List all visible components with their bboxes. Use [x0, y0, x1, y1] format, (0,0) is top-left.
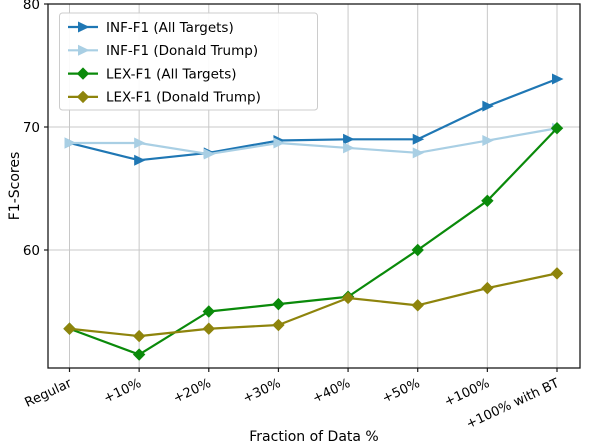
- legend-marker-diamond: [76, 90, 90, 104]
- x-tick-label: +40%: [310, 376, 352, 406]
- legend-box: [59, 12, 318, 111]
- data-point-marker: [63, 322, 76, 335]
- data-series-layer: [63, 73, 564, 361]
- data-point-marker: [550, 122, 564, 135]
- data-point-marker: [132, 329, 146, 343]
- legend-label: LEX-F1 (All Targets): [106, 66, 237, 82]
- data-point-marker: [411, 299, 424, 312]
- data-point-marker: [481, 194, 494, 207]
- data-point-marker: [202, 322, 215, 335]
- x-tick-label: +30%: [241, 376, 283, 406]
- data-point-marker: [550, 267, 564, 280]
- data-point-marker: [272, 297, 285, 311]
- y-tick-label: 70: [23, 120, 40, 136]
- legend-label: LEX-F1 (Donald Trump): [106, 90, 261, 106]
- data-point-marker: [132, 348, 146, 361]
- series-line-lex-f1-all-targets-: [69, 127, 558, 356]
- legend-label: INF-F1 (All Targets): [106, 20, 234, 36]
- legend-marker-triangle-right: [78, 44, 90, 56]
- data-point-marker: [412, 147, 425, 159]
- x-tick-label: +50%: [380, 376, 422, 406]
- x-tick-label: +100%: [442, 376, 492, 410]
- x-tick-label: Regular: [23, 376, 75, 411]
- data-point-marker: [273, 137, 285, 149]
- data-point-marker: [411, 243, 424, 257]
- x-axis-label: Fraction of Data %: [249, 429, 378, 445]
- legend-marker-triangle-right: [78, 21, 90, 33]
- legend-marker-diamond: [76, 67, 90, 80]
- data-point-marker: [482, 135, 494, 147]
- data-point-marker: [552, 73, 564, 85]
- data-point-marker: [202, 305, 215, 318]
- y-tick-label: 80: [23, 0, 40, 13]
- legend: INF-F1 (All Targets) INF-F1 (Donald Trump…: [59, 12, 318, 111]
- series-line-inf-f1-all-targets-: [69, 78, 558, 162]
- x-tick-label: +10%: [101, 376, 143, 406]
- data-point-marker: [64, 137, 76, 149]
- data-point-marker: [343, 142, 355, 154]
- series-line-lex-f1-donald-trump-: [69, 272, 558, 338]
- data-point-marker: [272, 318, 285, 332]
- data-point-marker: [134, 137, 146, 149]
- x-tick-label: +20%: [171, 376, 213, 406]
- series-line-inf-f1-donald-trump-: [69, 127, 558, 156]
- plot-border: [47, 3, 581, 369]
- y-tick-label: 60: [23, 243, 40, 259]
- y-axis-label: F1-Scores: [7, 152, 23, 221]
- data-point-marker: [134, 154, 146, 166]
- data-point-marker: [481, 281, 494, 295]
- data-point-marker: [412, 133, 425, 145]
- data-point-marker: [482, 100, 494, 112]
- legend-label: INF-F1 (Donald Trump): [106, 43, 258, 59]
- data-point-marker: [203, 148, 216, 160]
- data-point-marker: [343, 133, 355, 145]
- data-point-marker: [341, 291, 355, 305]
